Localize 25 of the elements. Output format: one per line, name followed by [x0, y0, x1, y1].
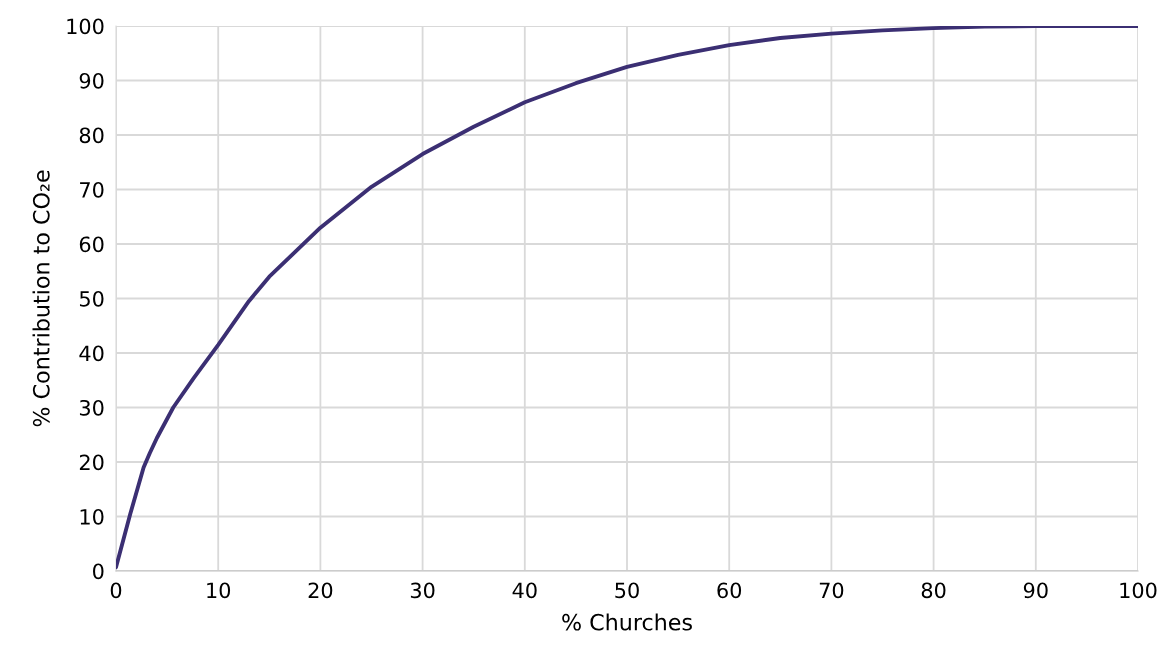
- y-tick-label: 70: [80, 181, 104, 198]
- x-tick-label: 80: [921, 582, 946, 599]
- y-tick-label: 20: [79, 454, 104, 471]
- y-tick-label: 100: [67, 18, 104, 35]
- y-tick-label: 30: [79, 399, 104, 416]
- x-tick-label: 60: [717, 582, 742, 599]
- x-tick-label: 100: [1120, 582, 1157, 599]
- y-tick-label: 50: [79, 290, 104, 307]
- x-tick-label: 30: [410, 582, 435, 599]
- x-tick-label: 70: [819, 582, 844, 599]
- y-tick-label: 80: [79, 127, 104, 144]
- x-axis-title: % Churches: [562, 613, 692, 631]
- y-tick-label: 60: [79, 236, 104, 253]
- x-tick-label: 10: [207, 582, 231, 599]
- x-tick-label: 0: [110, 582, 122, 599]
- y-tick-label: 40: [79, 345, 104, 362]
- y-tick-label: 10: [80, 508, 104, 525]
- x-tick-label: 50: [615, 582, 639, 599]
- y-tick-label: 90: [79, 72, 104, 89]
- x-tick-label: 40: [512, 582, 537, 599]
- x-tick-label: 20: [308, 582, 333, 599]
- y-tick-label: 0: [93, 563, 104, 580]
- x-tick-label: 90: [1023, 582, 1048, 599]
- line-series: [116, 26, 1138, 570]
- y-axis-title: % Contribution to CO₂e: [32, 170, 50, 427]
